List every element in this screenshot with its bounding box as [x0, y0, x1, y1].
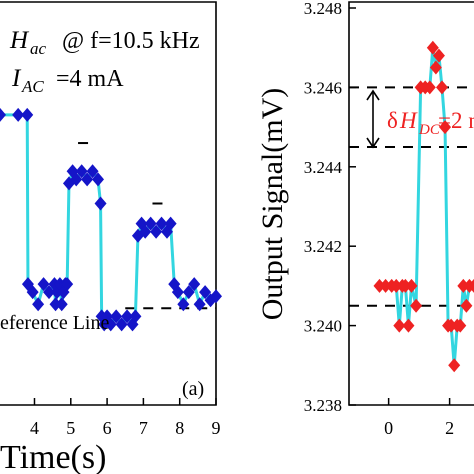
left-annotation-i: I [11, 65, 22, 92]
delta-arrow [366, 89, 380, 149]
left-data-point [37, 277, 50, 292]
left-data-point [94, 196, 107, 211]
left-data-point [150, 224, 163, 239]
right-plot-frame [348, 1, 474, 406]
left-data-point [199, 285, 212, 300]
delta-h-prefix: δ [387, 108, 398, 133]
left-data-point [12, 107, 25, 122]
right-data-point [457, 278, 470, 293]
right-data-point [402, 318, 415, 333]
left-data-point [177, 297, 190, 312]
right-y-tick-label: 3.238 [304, 396, 342, 415]
left-data-point [104, 317, 117, 332]
right-x-tick-label: 0 [384, 418, 393, 438]
left-data-point [81, 172, 94, 187]
left-data-point [92, 172, 105, 187]
left-annotation-h-sub: ac [30, 39, 47, 58]
right-x-tick-label: 2 [445, 418, 454, 438]
left-x-axis-label: Time(s) [0, 439, 106, 474]
left-data-point [86, 164, 99, 179]
right-data-point [423, 80, 436, 95]
right-y-tick-label: 3.248 [304, 0, 342, 18]
right-y-axis-label: Output Signal(mV) [256, 88, 289, 321]
right-data-point [432, 48, 445, 63]
left-x-tick-label: 8 [175, 418, 184, 438]
left-data-point [70, 172, 83, 187]
right-data-point [410, 298, 423, 313]
right-data-point [435, 80, 448, 95]
right-series [373, 40, 474, 373]
right-data-point [393, 318, 406, 333]
left-x-ticks: 4 5 6 7 8 9 [30, 398, 221, 438]
left-data-point [75, 164, 88, 179]
left-x-tick-label: 5 [66, 418, 75, 438]
left-data-point [43, 285, 56, 300]
panel-label-a: (a) [182, 378, 204, 400]
right-data-point [429, 60, 442, 75]
left-data-point [21, 107, 34, 122]
left-x-tick-label: 6 [103, 418, 112, 438]
left-series [0, 107, 222, 332]
right-y-tick-label: 3.244 [304, 158, 343, 177]
left-data-point [144, 216, 157, 231]
left-data-point [193, 297, 206, 312]
right-y-ticks: 3.248 3.246 3.244 3.242 3.240 3.238 [304, 0, 356, 415]
left-panel: 4 5 6 7 8 9 H ac @ f=10.5 kHz I AC =4 mA efer… [0, 1, 222, 474]
left-data-point [210, 289, 222, 304]
left-plot-frame [0, 1, 217, 406]
right-data-point [445, 318, 458, 333]
right-data-point [454, 318, 467, 333]
left-data-point [188, 277, 201, 292]
right-data-point [426, 40, 439, 55]
right-data-point [399, 278, 412, 293]
delta-h-subscript: DC [418, 122, 441, 138]
reference-line-label: eference Line [0, 312, 109, 334]
left-data-point [155, 216, 168, 231]
left-x-tick-label: 4 [30, 418, 39, 438]
right-data-point [390, 278, 403, 293]
right-y-tick-label: 3.246 [304, 78, 342, 97]
left-data-point [32, 297, 45, 312]
left-x-tick-label: 9 [212, 418, 221, 438]
left-data-point [182, 285, 195, 300]
delta-h-value: =2 nT [438, 108, 474, 133]
right-y-tick-label: 3.242 [304, 237, 342, 256]
left-data-point [121, 309, 134, 324]
left-annotation-current: =4 mA [56, 66, 124, 92]
left-data-point [129, 309, 142, 324]
left-x-tick-label: 7 [139, 418, 148, 438]
left-data-point [139, 224, 152, 239]
right-data-point [379, 278, 392, 293]
right-data-point [460, 298, 473, 313]
right-data-point [439, 120, 452, 135]
left-annotation-i-sub: AC [21, 77, 44, 96]
left-data-point [0, 107, 6, 122]
delta-h-symbol: H [399, 108, 418, 133]
left-data-point [115, 317, 128, 332]
right-series-line [379, 47, 474, 366]
right-data-point [448, 358, 461, 373]
right-y-tick-label: 3.240 [304, 317, 342, 336]
right-data-point [405, 278, 418, 293]
right-data-point [373, 278, 386, 293]
left-annotation-h: H [9, 27, 30, 54]
left-data-point [49, 297, 62, 312]
left-data-point [164, 216, 177, 231]
left-data-point [26, 285, 39, 300]
left-data-point [171, 285, 184, 300]
left-data-point [110, 309, 123, 324]
left-data-point [55, 297, 68, 312]
right-data-point [468, 278, 474, 293]
left-annotation-frequency: @ f=10.5 kHz [62, 28, 200, 54]
left-data-point [61, 277, 74, 292]
